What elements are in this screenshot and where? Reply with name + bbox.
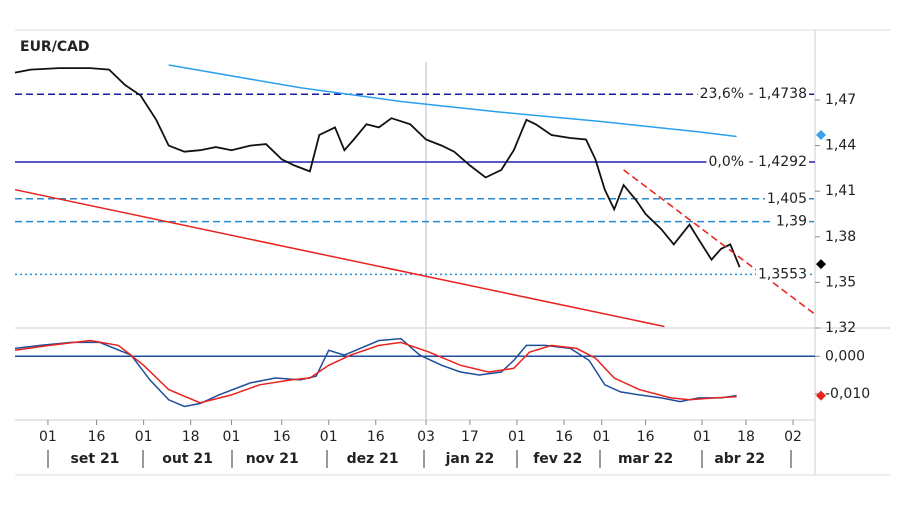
- x-tick-label: 03: [417, 429, 435, 445]
- month-label: mar 22: [618, 451, 673, 467]
- x-tick-label: 16: [367, 429, 385, 445]
- month-label: jan 22: [445, 451, 495, 467]
- x-tick-label: 18: [182, 429, 200, 445]
- x-tick-label: 01: [320, 429, 338, 445]
- x-tick-label: 02: [784, 429, 802, 445]
- level-label-bg: [706, 154, 809, 171]
- level-label: 23,6% - 1,4738: [700, 86, 807, 102]
- x-tick-label: 16: [637, 429, 655, 445]
- level-label-bg: [756, 266, 809, 283]
- level-label: 0,0% - 1,4292: [708, 154, 807, 170]
- x-tick-label: 16: [273, 429, 291, 445]
- level-label: 1,39: [776, 214, 807, 230]
- series-line: [623, 169, 816, 315]
- level-label-bg: [764, 190, 809, 207]
- x-tick-label: 01: [693, 429, 711, 445]
- y-tick-label: -0,010: [825, 386, 870, 402]
- last-value-marker: [816, 259, 826, 270]
- series-line: [14, 188, 665, 328]
- y-tick-label: 1,44: [825, 138, 856, 154]
- y-tick-label: 1,38: [825, 229, 856, 245]
- level-label: 1,3553: [758, 266, 807, 282]
- level-label-bg: [697, 86, 809, 103]
- x-tick-label: 01: [223, 429, 241, 445]
- y-tick-label: 0,000: [825, 348, 865, 364]
- series-line: [168, 64, 737, 138]
- series-line: [14, 339, 737, 404]
- month-label: abr 22: [714, 451, 765, 467]
- month-label: fev 22: [533, 451, 582, 467]
- y-tick-label: 1,32: [825, 320, 856, 336]
- y-tick-label: 1,35: [825, 274, 856, 290]
- chart-title: EUR/CAD: [20, 39, 90, 55]
- last-value-marker: [816, 129, 826, 140]
- x-tick-label: 16: [88, 429, 106, 445]
- series-line: [14, 67, 741, 268]
- month-label: nov 21: [246, 451, 299, 467]
- y-tick-label: 1,41: [825, 183, 856, 199]
- x-tick-label: 01: [593, 429, 611, 445]
- month-label: dez 21: [347, 451, 399, 467]
- last-value-marker: [816, 390, 826, 401]
- x-tick-label: 01: [39, 429, 57, 445]
- x-tick-label: 17: [461, 429, 479, 445]
- x-tick-label: 18: [737, 429, 755, 445]
- month-separators: [47, 450, 792, 468]
- series-line: [14, 337, 737, 408]
- y-tick-label: 1,47: [825, 92, 856, 108]
- month-label: out 21: [162, 451, 213, 467]
- x-tick-label: 01: [135, 429, 153, 445]
- level-label: 1,405: [767, 191, 807, 207]
- x-tick-label: 01: [508, 429, 526, 445]
- level-label-bg: [773, 213, 809, 230]
- month-label: set 21: [71, 451, 120, 467]
- x-tick-label: 16: [555, 429, 573, 445]
